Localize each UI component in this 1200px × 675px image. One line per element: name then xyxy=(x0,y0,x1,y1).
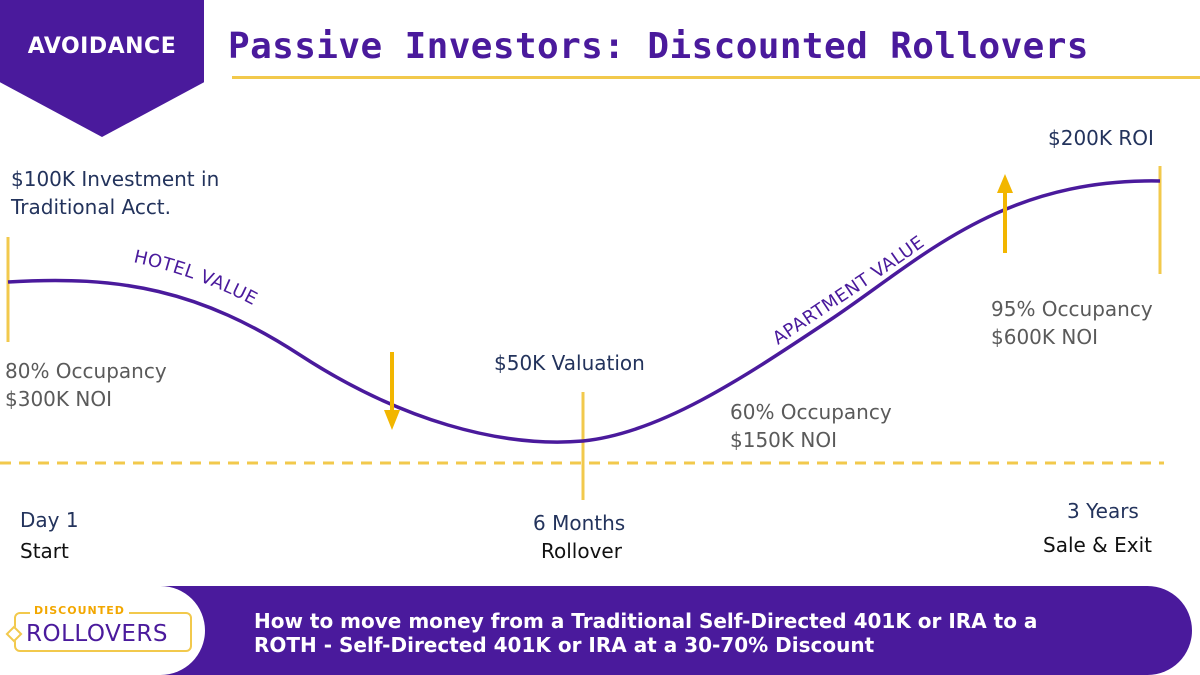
start-event-label: Start xyxy=(20,539,69,563)
start-investment-line2: Traditional Acct. xyxy=(11,195,172,219)
logo-main-text: ROLLOVERS xyxy=(26,621,168,647)
end-event-label: Sale & Exit xyxy=(1043,533,1152,557)
end-noi: $600K NOI xyxy=(991,325,1098,349)
hotel-value-label: HOTEL VALUE xyxy=(132,246,261,310)
start-time-label: Day 1 xyxy=(20,508,79,532)
end-time-label: 3 Years xyxy=(1067,499,1139,523)
end-roi: $200K ROI xyxy=(1048,126,1154,150)
end-occupancy: 95% Occupancy xyxy=(991,297,1153,321)
footer-logo-area xyxy=(0,586,205,675)
start-investment-line1: $100K Investment in xyxy=(11,167,220,191)
rollover-valuation: $50K Valuation xyxy=(494,351,645,375)
down-arrow-icon xyxy=(384,352,400,430)
middle-occupancy: 60% Occupancy xyxy=(730,400,892,424)
footer-caption-line2: ROTH - Self-Directed 401K or IRA at a 30… xyxy=(254,633,875,657)
value-curve xyxy=(7,179,1161,444)
start-noi: $300K NOI xyxy=(5,387,112,411)
apartment-value-label: APARTMENT VALUE xyxy=(769,232,929,350)
up-arrow-icon xyxy=(997,174,1013,253)
middle-time-label: 6 Months xyxy=(533,511,626,535)
page-title: Passive Investors: Discounted Rollovers xyxy=(228,26,1089,67)
footer-caption-line1: How to move money from a Traditional Sel… xyxy=(254,609,1038,633)
avoidance-badge-label: AVOIDANCE xyxy=(27,34,177,59)
title-underline xyxy=(232,76,1200,79)
logo-top-text: DISCOUNTED xyxy=(30,604,129,618)
middle-noi: $150K NOI xyxy=(730,428,837,452)
footer-caption: How to move money from a Traditional Sel… xyxy=(254,609,1184,657)
start-occupancy: 80% Occupancy xyxy=(5,359,167,383)
middle-event-label: Rollover xyxy=(541,539,622,563)
